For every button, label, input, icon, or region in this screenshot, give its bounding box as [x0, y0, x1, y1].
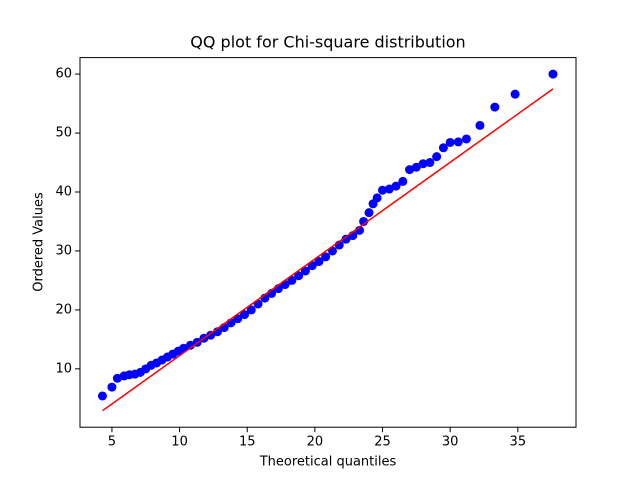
point [321, 252, 331, 262]
x-tick-label: 25 [374, 435, 391, 450]
x-tick-label: 15 [239, 435, 256, 450]
point [411, 162, 421, 172]
point [294, 271, 304, 281]
point [425, 158, 435, 168]
x-tick-label: 10 [171, 435, 188, 450]
point [307, 261, 317, 271]
point [445, 137, 455, 147]
point [246, 305, 256, 315]
y-tick-label: 20 [55, 302, 72, 317]
point [548, 69, 558, 79]
point [240, 310, 250, 320]
point [398, 176, 408, 186]
x-tick-label: 20 [307, 435, 324, 450]
point [185, 340, 195, 350]
point [364, 208, 374, 218]
chart-title: QQ plot for Chi-square distribution [190, 33, 465, 52]
point [112, 373, 122, 383]
x-tick-label: 30 [442, 435, 459, 450]
x-tick-label: 35 [510, 435, 527, 450]
point [314, 257, 324, 267]
point [253, 299, 263, 309]
point [453, 137, 463, 147]
fit-line [102, 88, 554, 412]
point [461, 134, 471, 144]
y-tick-label: 30 [55, 243, 72, 258]
point [287, 275, 297, 285]
y-tick-label: 60 [55, 67, 72, 82]
y-tick-label: 40 [55, 185, 72, 200]
point [97, 391, 107, 401]
point [438, 143, 448, 153]
plot-frame [79, 57, 577, 428]
y-axis-label: Ordered Values [32, 192, 47, 292]
point [384, 184, 394, 194]
point [391, 181, 401, 191]
point [107, 382, 117, 392]
point [475, 120, 485, 130]
point [405, 165, 415, 175]
y-tick-label: 50 [55, 126, 72, 141]
point [359, 216, 369, 226]
point [206, 330, 216, 340]
x-tick-label: 5 [108, 435, 116, 450]
point [418, 159, 428, 169]
point [378, 185, 388, 195]
y-tick-label: 10 [55, 361, 72, 376]
point [490, 102, 500, 112]
point [372, 193, 382, 203]
point [300, 266, 310, 276]
point [341, 234, 351, 244]
point [510, 89, 520, 99]
point [432, 152, 442, 162]
x-axis-label: Theoretical quantiles [259, 455, 397, 470]
